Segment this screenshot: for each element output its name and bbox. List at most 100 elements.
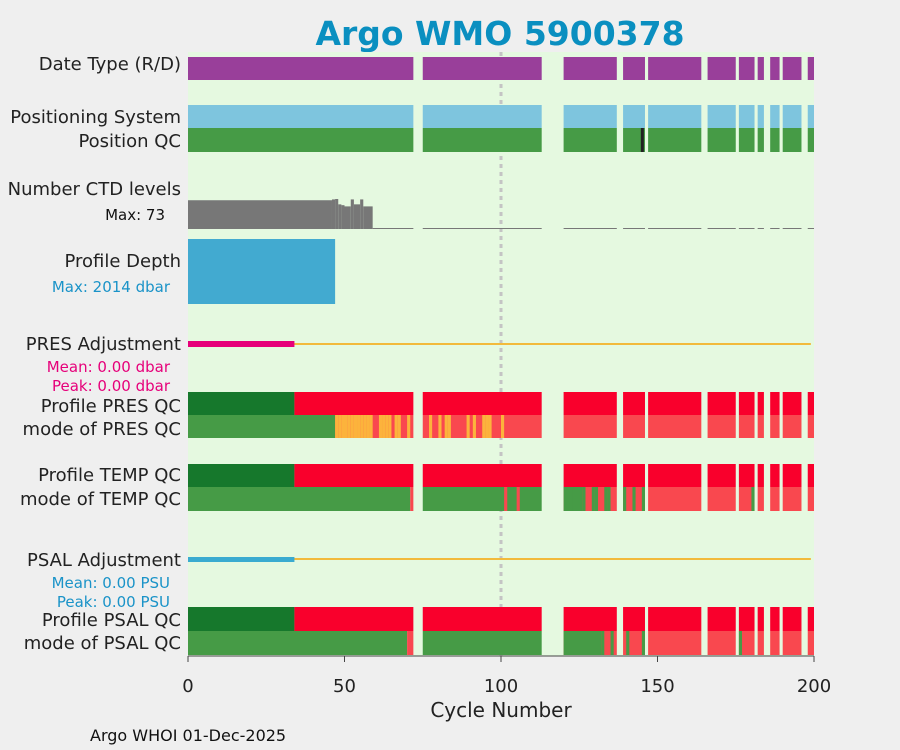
mode-temp-qc-bad: [516, 487, 520, 511]
ctd-levels-bar: [563, 228, 617, 229]
position-qc-bar: [707, 128, 736, 152]
profile-temp-qc-bad: [563, 464, 617, 487]
date-type-bar: [422, 57, 542, 80]
profile-temp-qc-bad: [807, 464, 814, 487]
mode-temp-qc-good: [582, 487, 586, 511]
mode-pres-qc-probable: [472, 415, 476, 438]
mode-pres-qc-probable: [341, 415, 345, 438]
profile-temp-qc-bad: [770, 464, 780, 487]
mode-pres-qc-bad: [782, 415, 802, 438]
mode-psal-qc-bad: [782, 631, 802, 655]
mode-pres-qc-probable: [482, 415, 486, 438]
positioning-system-bar: [807, 105, 814, 128]
position-qc-bar: [807, 128, 814, 152]
mode-temp-qc-good: [594, 487, 599, 511]
profile-pres-qc-bad: [623, 392, 645, 415]
mode-pres-qc-probable: [353, 415, 358, 438]
mode-temp-qc-good: [751, 487, 755, 511]
mode-temp-qc-bad: [757, 487, 764, 511]
date-type-bar: [757, 57, 764, 80]
psal-adj-mean: Mean: 0.00 PSU: [52, 574, 170, 592]
mode-pres-qc-probable: [369, 415, 373, 438]
mode-pres-qc-probable: [438, 415, 442, 438]
mode-pres-qc-probable: [501, 415, 505, 438]
mode-pres-qc-probable: [350, 415, 354, 438]
row-label-7: mode of PRES QC: [23, 419, 181, 440]
mode-pres-qc-probable: [344, 415, 348, 438]
ctd-levels-bar: [341, 205, 345, 229]
date-type-bar: [707, 57, 736, 80]
mode-pres-qc-probable: [335, 415, 339, 438]
positioning-system-bar: [757, 105, 764, 128]
profile-pres-qc-bad: [807, 392, 814, 415]
mode-pres-qc-probable: [397, 415, 401, 438]
mode-psal-qc-good: [641, 631, 645, 655]
mode-temp-qc-bad: [770, 487, 780, 511]
mode-temp-qc-bad: [648, 487, 702, 511]
mode-psal-qc-bad: [757, 631, 764, 655]
positioning-system-bar: [623, 105, 645, 128]
profile-pres-qc-bad: [757, 392, 764, 415]
profile-psal-qc-bad: [770, 607, 780, 631]
profile-pres-qc-bad: [648, 392, 702, 415]
mode-temp-qc-bad: [782, 487, 802, 511]
ctd-levels-bar: [623, 228, 645, 229]
profile-temp-qc-good: [188, 464, 295, 487]
profile-temp-qc-bad: [707, 464, 736, 487]
positioning-system-bar: [782, 105, 802, 128]
chart-title: Argo WMO 5900378: [315, 14, 684, 53]
profile-psal-qc-bad: [294, 607, 414, 631]
row-label-9: mode of TEMP QC: [20, 489, 181, 510]
profile-psal-qc-bad: [623, 607, 645, 631]
profile-psal-qc-bad: [422, 607, 542, 631]
ctd-levels-bar: [707, 228, 736, 229]
mode-pres-qc-probable: [444, 415, 448, 438]
psal-adj-peak: Peak: 0.00 PSU: [57, 593, 170, 611]
position-qc-bar: [738, 128, 755, 152]
ctd-levels-bar: [372, 228, 414, 229]
row-label-2: Position QC: [78, 131, 181, 152]
profile-psal-qc-bad: [807, 607, 814, 631]
position-qc-flag: [640, 128, 644, 152]
psal-adjustment-bar: [188, 557, 295, 562]
ctd-levels-bar: [738, 228, 755, 229]
positioning-system-bar: [648, 105, 702, 128]
x-tick-label: 200: [797, 676, 831, 697]
profile-pres-qc-good: [188, 392, 295, 415]
mode-psal-qc-bad: [738, 631, 755, 655]
mode-psal-qc-bad: [407, 631, 414, 655]
row-label-1: Positioning System: [10, 107, 181, 128]
x-tick-label: 50: [333, 676, 356, 697]
date-type-bar: [770, 57, 780, 80]
x-tick-label: 150: [640, 676, 674, 697]
ctd-levels-bar: [338, 204, 342, 229]
profile-pres-qc-bad: [782, 392, 802, 415]
mode-temp-qc-good: [572, 487, 577, 511]
mode-pres-qc-probable: [366, 415, 370, 438]
position-qc-bar: [563, 128, 617, 152]
mode-pres-qc-bad: [757, 415, 764, 438]
mode-temp-qc-good: [188, 487, 411, 511]
row-label-10: PSAL Adjustment: [27, 550, 181, 571]
mode-psal-qc-bad: [648, 631, 702, 655]
ctd-levels-bar: [422, 228, 542, 229]
x-axis-label: Cycle Number: [430, 698, 572, 722]
profile-temp-qc-bad: [782, 464, 802, 487]
mode-temp-qc-good: [623, 487, 627, 511]
position-qc-bar: [757, 128, 764, 152]
pres-adjustment-bar: [188, 341, 295, 347]
position-qc-bar: [623, 128, 645, 152]
row-label-5: PRES Adjustment: [26, 334, 181, 355]
mode-pres-qc-probable: [363, 415, 367, 438]
plot-area: [188, 52, 814, 656]
profile-pres-qc-bad: [422, 392, 542, 415]
profile-psal-qc-bad: [757, 607, 764, 631]
date-type-bar: [782, 57, 802, 80]
profile-pres-qc-bad: [770, 392, 780, 415]
mode-psal-qc-good: [601, 631, 605, 655]
position-qc-bar: [782, 128, 802, 152]
date-type-bar: [738, 57, 755, 80]
mode-pres-qc-probable: [360, 415, 364, 438]
date-type-bar: [623, 57, 645, 80]
